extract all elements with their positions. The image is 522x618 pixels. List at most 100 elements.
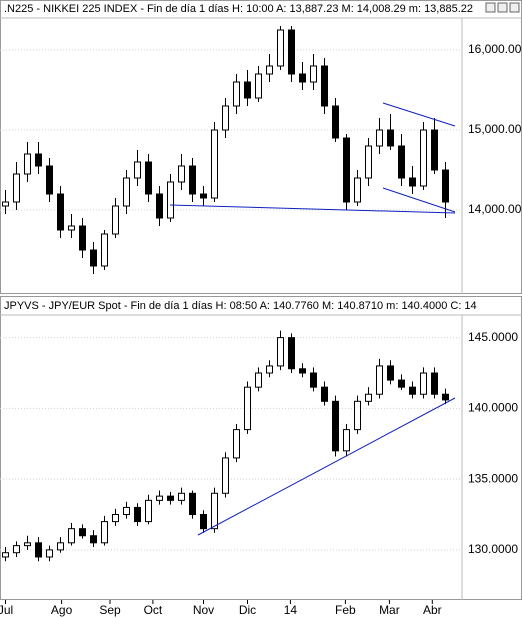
candle-body: [123, 506, 130, 516]
panel-frame: [0, 296, 522, 600]
trend-line: [382, 102, 456, 127]
candle-body: [189, 165, 196, 195]
y-tick-label: 16,000.00: [468, 42, 522, 56]
x-tick-label: 14: [284, 603, 298, 617]
y-tick-label: 14,000.00: [468, 202, 522, 216]
candle-body: [420, 129, 427, 187]
candle-body: [343, 137, 350, 203]
candle-body: [442, 169, 449, 203]
candle-body: [288, 337, 295, 370]
candle-body: [13, 173, 20, 203]
candle-body: [156, 193, 163, 219]
y-tick-label: 130.0000: [468, 542, 518, 556]
x-tick-label: Jul: [0, 603, 13, 617]
candle-body: [222, 457, 229, 494]
icon-button[interactable]: [497, 2, 508, 13]
y-tick-label: 145.0000: [468, 330, 518, 344]
candle-body: [387, 129, 394, 147]
candle-body: [2, 201, 9, 207]
candle-body: [431, 129, 438, 171]
candle-body: [134, 506, 141, 523]
candle-body: [46, 549, 53, 558]
plot: 14,000.00 15,000.00 16,000.00 130.0000 135.0…: [0, 26, 522, 617]
candle-body: [90, 249, 97, 267]
candle-body: [189, 492, 196, 516]
candle-body: [145, 161, 152, 195]
x-tick-label: Ago: [51, 603, 73, 617]
candle-body: [332, 400, 339, 452]
candle-body: [145, 499, 152, 523]
candle-body: [321, 65, 328, 107]
x-tick-label: Dic: [239, 603, 256, 617]
candle-body: [310, 372, 317, 388]
candle-body: [299, 73, 306, 83]
x-tick-label: Feb: [335, 603, 356, 617]
x-tick-label: Abr: [423, 603, 442, 617]
candle-body: [112, 205, 119, 235]
candle-body: [332, 105, 339, 139]
candle-body: [68, 225, 75, 231]
candle-body: [277, 337, 284, 367]
candle-body: [321, 386, 328, 402]
candle-body: [365, 145, 372, 179]
candle-body: [288, 29, 295, 75]
x-tick-label: Oct: [144, 603, 163, 617]
candle-body: [57, 542, 64, 551]
candle-body: [57, 193, 64, 231]
candle-body: [112, 514, 119, 523]
candle-body: [398, 379, 405, 388]
candle-body: [79, 528, 86, 537]
candle-body: [398, 145, 405, 179]
candle-body: [24, 153, 31, 175]
candle-body: [101, 233, 108, 267]
candle-body: [200, 193, 207, 199]
trend-line: [197, 397, 456, 536]
candle-body: [101, 521, 108, 544]
candle-body: [178, 165, 185, 183]
candle-body: [222, 105, 229, 131]
x-tick-label: Mar: [379, 603, 400, 617]
trend-lines: [169, 102, 456, 536]
candle-body: [68, 528, 75, 544]
candle-body: [167, 181, 174, 219]
candle-body: [255, 372, 262, 388]
y-tick-label: 140.0000: [468, 401, 518, 415]
candle-body: [79, 225, 86, 251]
candle-body: [354, 177, 361, 203]
candle-body: [156, 495, 163, 501]
candle-body: [90, 535, 97, 544]
trend-line: [169, 204, 456, 214]
candle-body: [211, 492, 218, 530]
candle-body: [35, 153, 42, 167]
candle-body: [277, 29, 284, 67]
candle-body: [178, 492, 185, 501]
candle-body: [244, 386, 251, 431]
panel-frame: [0, 0, 522, 294]
y-tick-label: 135.0000: [468, 471, 518, 485]
candle-body: [200, 514, 207, 530]
y-tick-label: 15,000.00: [468, 122, 522, 136]
candle-body: [266, 65, 273, 75]
candle-body: [299, 368, 306, 374]
x-tick-label: Sep: [99, 603, 121, 617]
x-tick-label: Nov: [193, 603, 214, 617]
candle-body: [409, 177, 416, 187]
icon-button[interactable]: [485, 2, 496, 13]
candle-body: [13, 545, 20, 554]
candle-body: [35, 542, 42, 558]
candle-body: [420, 372, 427, 395]
candle-body: [354, 400, 361, 431]
candle-body: [431, 372, 438, 395]
candle-body: [244, 81, 251, 99]
icon-button[interactable]: [509, 2, 520, 13]
candle-body: [266, 365, 273, 374]
candle-body: [123, 177, 130, 207]
window-icons[interactable]: [485, 2, 520, 13]
candle-body: [255, 73, 262, 99]
candle-body: [46, 165, 53, 195]
trend-line: [382, 187, 456, 213]
candle-body: [376, 129, 383, 147]
candle-body: [167, 495, 174, 501]
